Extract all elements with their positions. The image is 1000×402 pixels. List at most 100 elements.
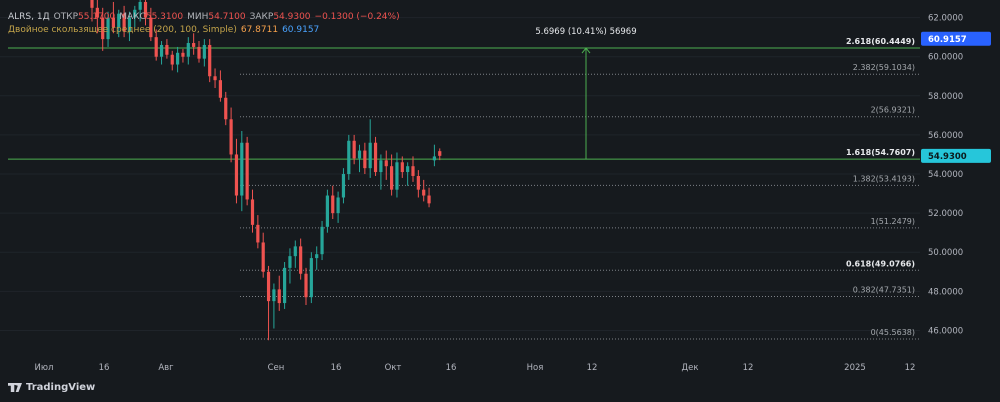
time-tick-label: 16 — [446, 363, 457, 373]
price-badge-text: 60.9157 — [928, 35, 967, 45]
candle — [438, 148, 442, 161]
candle — [165, 39, 169, 59]
candle — [192, 33, 196, 55]
candle — [379, 154, 383, 190]
fib-level-label: 2.382(59.1034) — [853, 63, 915, 72]
candle-body — [245, 142, 249, 200]
candle — [288, 248, 292, 284]
candle-body — [438, 151, 442, 156]
candle — [197, 41, 201, 63]
candle — [347, 134, 351, 180]
candle — [218, 70, 222, 102]
candle-body — [341, 174, 346, 198]
fib-level-label: 0.618(49.0766) — [846, 259, 915, 268]
candle — [357, 144, 362, 173]
candle-body — [299, 246, 303, 274]
indicator-legend: Двойное скользящее среднее (200, 100, Si… — [8, 25, 323, 35]
candle — [122, 5, 126, 38]
candle — [331, 185, 335, 219]
price-axis: 46.0000 48.0000 50.0000 52.0000 54.0000 56.00… — [928, 14, 963, 337]
price-range-measure: 5.6969 (10.41%) 56969 — [535, 27, 637, 160]
candle — [213, 68, 217, 88]
candlesticks — [90, 0, 442, 341]
candle — [229, 107, 233, 163]
time-tick-label: 16 — [331, 363, 342, 373]
candle-body — [272, 289, 276, 302]
candle — [299, 238, 303, 280]
candle — [176, 46, 180, 73]
candle-body — [256, 224, 260, 243]
change-value: −0.1300 (−0.24%) — [314, 12, 400, 22]
candle — [277, 275, 281, 311]
candle-body — [406, 166, 410, 173]
candle-body — [229, 119, 233, 155]
time-tick-label: 12 — [905, 363, 916, 373]
fib-level-label: 1.382(53.4193) — [853, 174, 915, 183]
candle — [159, 41, 164, 65]
indicator-title[interactable]: Двойное скользящее среднее (200, 100, Si… — [8, 25, 237, 35]
candle-body — [336, 197, 340, 214]
price-tick-label: 54.0000 — [928, 170, 963, 180]
time-tick-label: 12 — [743, 363, 754, 373]
fib-level-label: 2(56.9321) — [871, 106, 915, 115]
candle — [95, 0, 99, 34]
candle — [208, 39, 212, 83]
candle — [133, 5, 137, 28]
candle — [261, 232, 265, 278]
candle-body — [266, 271, 271, 302]
candle-body — [111, 17, 115, 28]
candle-body — [320, 226, 324, 255]
candle — [283, 262, 287, 309]
candle-body — [101, 17, 105, 40]
candle-body — [133, 9, 137, 18]
candle-body — [390, 166, 394, 190]
candle-body — [192, 43, 196, 47]
candle — [422, 179, 426, 202]
fibonacci-extension: 0(45.5638) 0.382(47.7351) 0.618(49.0766) 1(… — [8, 37, 920, 340]
tradingview-logo-text: TradingView — [26, 382, 96, 393]
fib-level-label: 1.618(54.7607) — [846, 148, 915, 157]
candle — [224, 91, 228, 126]
candle — [352, 134, 356, 165]
ma-value-1: 67.8711 — [240, 25, 279, 35]
candle-body — [250, 199, 255, 225]
tradingview-logo[interactable]: TradingView — [8, 382, 95, 393]
close-value: 54.9300 — [273, 12, 311, 22]
candle-body — [117, 13, 121, 28]
candle — [117, 9, 121, 38]
symbol-legend: ALRS, 1Д ОТКР55.1700 МАКС55.3100 МИН54.7100… — [8, 12, 404, 22]
candle — [256, 215, 260, 249]
time-tick-label: Ноя — [527, 363, 544, 373]
candle — [325, 189, 329, 233]
price-tick-label: 52.0000 — [928, 209, 963, 219]
price-badge: 54.9300 — [921, 148, 991, 163]
candle — [406, 162, 410, 186]
candle-body — [261, 242, 265, 272]
candle — [293, 240, 297, 268]
measure-arrowhead — [581, 47, 591, 54]
candle — [127, 11, 132, 42]
candle — [432, 144, 436, 167]
candle-body — [432, 156, 436, 161]
candle — [106, 11, 110, 47]
candle — [384, 150, 388, 180]
candle — [266, 265, 271, 341]
price-badge-text: 54.9300 — [928, 152, 967, 162]
candle — [390, 154, 394, 196]
high-value: 55.3100 — [145, 12, 184, 22]
candle-body — [122, 13, 126, 32]
candle — [111, 1, 115, 34]
candle-body — [176, 52, 180, 65]
candle-body — [325, 195, 329, 227]
candle — [143, 0, 148, 26]
candle-body — [106, 17, 110, 40]
price-tick-label: 60.0000 — [928, 53, 963, 63]
open-label: ОТКР — [53, 12, 79, 22]
time-tick-label: 12 — [587, 363, 598, 373]
candle — [395, 152, 399, 198]
symbol-title[interactable]: ALRS, 1Д — [8, 12, 50, 22]
candle-body — [234, 154, 239, 196]
candle — [234, 138, 239, 204]
candle-body — [224, 97, 228, 120]
